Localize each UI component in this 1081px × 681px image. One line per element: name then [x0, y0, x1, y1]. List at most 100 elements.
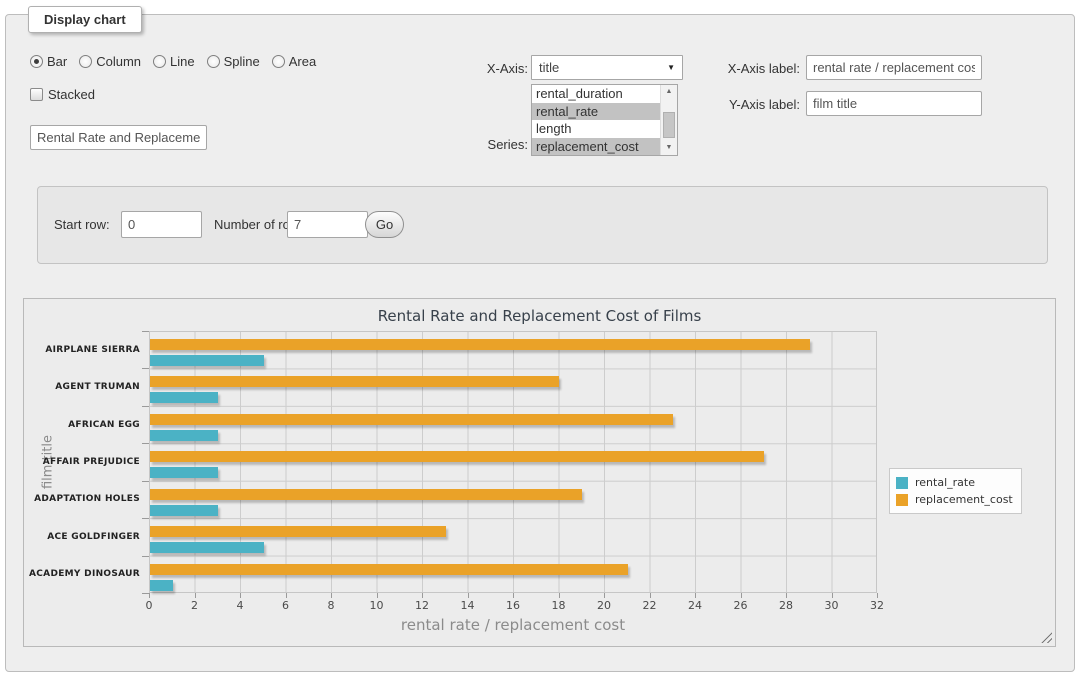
radio-label: Area: [288, 54, 317, 69]
radio-icon[interactable]: [271, 55, 285, 68]
radio-label: Line: [170, 54, 195, 69]
chart-container: Rental Rate and Replacement Cost of Film…: [23, 298, 1056, 647]
category-tick-label: AFRICAN EGG: [68, 419, 140, 430]
category-tick-label: AFFAIR PREJUDICE: [42, 457, 140, 467]
y-axis-label-label: Y-Axis label:: [728, 97, 800, 112]
stacked-row: Stacked: [30, 87, 95, 102]
scroll-down-icon[interactable]: ▼: [665, 144, 673, 151]
bar-replacement_cost: [150, 563, 628, 575]
radio-charttype-area[interactable]: Area: [271, 54, 317, 69]
x-axis-tick: [149, 593, 150, 598]
legend-label: rental_rate: [915, 476, 975, 489]
scroll-up-icon[interactable]: ▲: [665, 88, 673, 95]
radio-icon[interactable]: [30, 55, 43, 68]
series-option-length[interactable]: length: [536, 121, 572, 136]
series-select-label: Series:: [487, 137, 528, 152]
series-options: rental_duration rental_rate length replacem…: [532, 85, 660, 155]
legend-swatch-icon: [896, 476, 908, 489]
series-option-rental_duration[interactable]: rental_duration: [536, 86, 623, 101]
x-axis-tick-label: 0: [145, 599, 153, 612]
chart-title: Rental Rate and Replacement Cost of Film…: [377, 307, 702, 325]
scrollbar-thumb[interactable]: [663, 112, 675, 138]
radio-charttype-column[interactable]: Column: [79, 54, 141, 69]
x-axis-tick-label: 16: [506, 599, 520, 612]
x-axis-selected-value: title: [539, 60, 560, 75]
legend-item-replacement_cost: replacement_cost: [896, 491, 1013, 508]
x-axis-tick: [422, 593, 423, 598]
listbox-scrollbar[interactable]: ▲ ▼: [660, 85, 677, 155]
x-axis-tick-label: 4: [236, 599, 244, 612]
radio-icon[interactable]: [79, 55, 93, 68]
chart-category-row: [150, 332, 876, 369]
stacked-checkbox[interactable]: [30, 88, 43, 101]
radio-label: Column: [96, 54, 142, 69]
x-axis-tick: [740, 593, 742, 598]
y-axis-tick: [142, 480, 149, 482]
bar-rental_rate: [150, 542, 264, 554]
radio-charttype-bar[interactable]: Bar: [30, 54, 67, 69]
chart-type-radio-group: Bar Column Line Spline Area: [30, 54, 316, 69]
x-axis-tick: [604, 593, 605, 598]
category-tick-label: ACE GOLDFINGER: [47, 531, 140, 542]
series-option-replacement_cost[interactable]: replacement_cost: [532, 137, 660, 155]
legend-label: replacement_cost: [915, 493, 1013, 506]
y-axis-tick: [142, 593, 149, 594]
y-axis-tick: [142, 405, 149, 407]
x-axis-select[interactable]: title ▼: [531, 55, 683, 80]
x-axis-label-input[interactable]: [806, 55, 982, 80]
category-tick-label: AGENT TRUMAN: [55, 382, 140, 393]
radio-charttype-line[interactable]: Line: [153, 54, 195, 69]
y-axis-label-input[interactable]: [806, 91, 982, 116]
x-axis-tick-label: 28: [779, 599, 793, 612]
x-axis-tick-label: 12: [415, 599, 429, 612]
x-axis-title: rental rate / replacement cost: [400, 616, 626, 634]
series-option-rental_rate[interactable]: rental_rate: [532, 102, 660, 120]
x-axis-tick: [376, 593, 378, 598]
chart-category-row: [150, 519, 876, 556]
radio-icon[interactable]: [153, 55, 167, 68]
stacked-label: Stacked: [48, 87, 95, 102]
bar-rental_rate: [150, 355, 264, 366]
chart-legend: rental_rate replacement_cost: [889, 468, 1022, 514]
bar-replacement_cost: [150, 339, 810, 350]
bar-rental_rate: [150, 579, 173, 591]
num-rows-input[interactable]: [287, 211, 368, 238]
x-axis-tick: [831, 593, 833, 598]
resize-handle-icon[interactable]: [1041, 632, 1052, 643]
x-axis-tick-label: 22: [642, 599, 657, 612]
x-axis-tick: [649, 593, 651, 598]
y-axis-tick: [142, 518, 149, 520]
x-axis-select-label: X-Axis:: [486, 61, 528, 76]
x-axis-tick-label: 6: [282, 599, 289, 612]
radio-label: Spline: [223, 54, 260, 69]
x-axis-tick: [695, 593, 696, 598]
x-axis-label-label: X-Axis label:: [727, 61, 800, 76]
chevron-down-icon: ▼: [667, 63, 675, 72]
bar-replacement_cost: [150, 526, 446, 538]
radio-charttype-spline[interactable]: Spline: [206, 54, 260, 69]
bar-replacement_cost: [150, 451, 764, 463]
x-axis-tick-label: 26: [733, 599, 748, 612]
x-axis-tick-label: 32: [870, 599, 884, 612]
bar-replacement_cost: [150, 488, 582, 500]
radio-icon[interactable]: [206, 55, 220, 68]
bar-replacement_cost: [150, 376, 560, 388]
chart-plot-area: [149, 331, 877, 593]
chart-title-input[interactable]: [30, 125, 207, 150]
bar-replacement_cost: [150, 413, 673, 425]
fieldset-legend: Display chart: [28, 6, 142, 33]
start-row-input[interactable]: [121, 211, 202, 238]
series-listbox[interactable]: rental_duration rental_rate length replacem…: [531, 84, 678, 156]
chart-category-row: [150, 369, 876, 406]
x-axis-tick-label: 14: [460, 599, 475, 612]
radio-label: Bar: [47, 54, 68, 69]
x-axis-tick-label: 20: [597, 599, 611, 612]
num-rows-label: Number of rows:: [214, 217, 310, 232]
legend-swatch-icon: [896, 493, 908, 506]
x-axis-tick: [513, 593, 514, 598]
x-axis-tick: [467, 593, 469, 598]
go-button[interactable]: Go: [365, 211, 404, 238]
legend-item-rental_rate: rental_rate: [896, 474, 1013, 491]
start-row-label: Start row:: [54, 217, 110, 232]
